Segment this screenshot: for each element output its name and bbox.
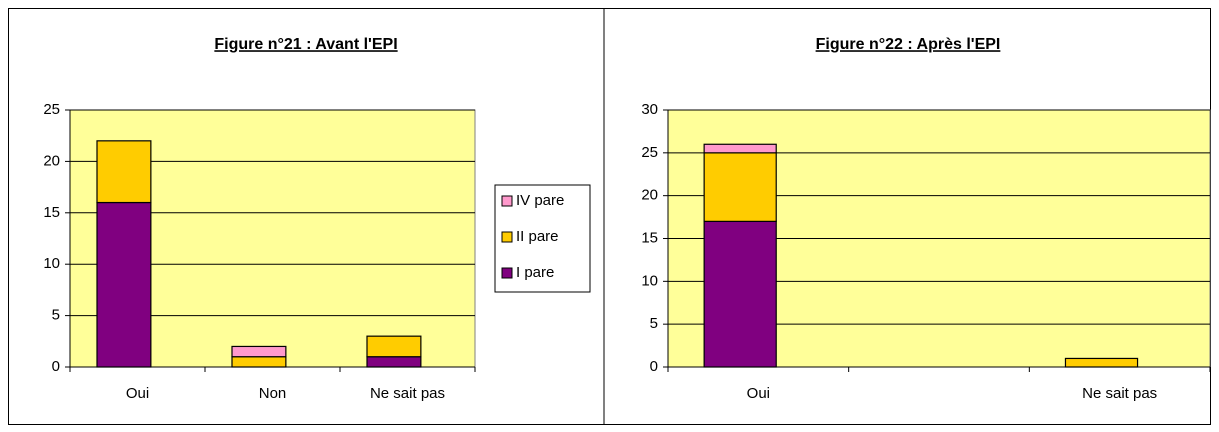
x-tick-label: Non [259,385,287,402]
chart-title: Figure n°21 : Avant l'EPI [214,36,397,53]
bar-segment [96,201,152,368]
y-tick-label: 25 [43,101,60,118]
x-tick-label: Oui [126,385,149,402]
bar-segment [1064,357,1139,368]
y-tick-label: 15 [641,229,658,246]
y-tick-label: 5 [650,315,658,332]
y-tick-label: 25 [641,144,658,161]
legend-label: IV pare [516,192,564,209]
bar-segment [231,356,287,368]
legend-swatch [501,267,513,279]
y-tick-label: 10 [641,272,658,289]
bar-segment [703,143,777,154]
legend-label: II pare [516,228,559,245]
legend-swatch [501,195,513,207]
bar-segment [366,335,422,358]
bar-segment [231,345,287,358]
x-tick-label: Oui [747,385,770,402]
y-tick-label: 15 [43,204,60,221]
bar-segment [96,140,152,204]
y-tick-label: 0 [650,358,658,375]
bar-segment [703,220,777,368]
bar-segment [703,152,777,222]
y-tick-label: 10 [43,255,60,272]
y-tick-label: 0 [52,358,60,375]
y-tick-label: 30 [641,101,658,118]
x-tick-label: Ne sait pas [370,385,445,402]
y-tick-label: 20 [641,187,658,204]
y-tick-label: 5 [52,307,60,324]
chart-title: Figure n°22 : Après l'EPI [816,36,1001,53]
x-tick-label: Ne sait pas [1082,385,1157,402]
legend-label: I pare [516,264,554,281]
y-tick-label: 20 [43,152,60,169]
legend-swatch [501,231,513,243]
bar-segment [366,356,422,368]
